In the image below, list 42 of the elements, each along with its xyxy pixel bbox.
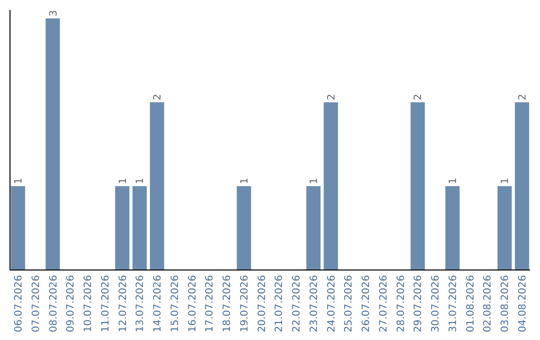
x-tick-label: 20.07.2026 [256, 275, 268, 332]
x-tick-label: 01.08.2026 [465, 275, 476, 332]
data-label: 2 [152, 94, 164, 100]
x-tick-label: 21.07.2026 [274, 275, 286, 332]
data-label: 1 [13, 178, 24, 184]
x-tick-label: 27.07.2026 [378, 275, 390, 332]
x-tick-label: 22.07.2026 [292, 275, 303, 332]
x-tick-label: 17.07.2026 [204, 275, 216, 332]
x-tick-label: 10.07.2026 [83, 275, 94, 332]
x-tick-label: 26.07.2026 [361, 275, 372, 332]
data-label: 1 [500, 178, 512, 184]
x-tick-label: 03.08.2026 [500, 275, 512, 332]
x-tick-label: 16.07.2026 [187, 275, 198, 332]
data-label: 1 [118, 178, 129, 184]
x-tick-label: 19.07.2026 [239, 275, 250, 332]
x-tick-label: 15.07.2026 [170, 275, 181, 332]
x-tick-label: 04.08.2026 [518, 275, 529, 332]
x-tick-label: 12.07.2026 [118, 275, 129, 332]
data-label: 2 [413, 94, 424, 100]
x-tick-label: 31.07.2026 [448, 275, 459, 332]
x-tick-label: 08.07.2026 [48, 275, 60, 332]
x-tick-label: 29.07.2026 [413, 275, 424, 332]
x-tick-label: 09.07.2026 [66, 275, 77, 332]
data-label: 1 [448, 178, 459, 184]
data-label: 1 [308, 178, 320, 184]
x-tick-label: 24.07.2026 [326, 275, 338, 332]
x-tick-label: 23.07.2026 [308, 275, 320, 332]
x-tick-label: 14.07.2026 [152, 275, 164, 332]
x-tick-label: 25.07.2026 [344, 275, 355, 332]
data-label: 2 [326, 94, 338, 100]
x-tick-label: 18.07.2026 [222, 275, 234, 332]
x-tick-label: 06.07.2026 [13, 275, 24, 332]
x-tick-label: 02.08.2026 [482, 275, 494, 332]
x-tick-label: 11.07.2026 [100, 275, 112, 332]
x-tick-label: 30.07.2026 [430, 275, 442, 332]
data-label: 1 [239, 178, 250, 184]
data-label: 1 [135, 178, 146, 184]
x-tick-label: 28.07.2026 [396, 275, 407, 332]
data-label: 3 [48, 10, 60, 16]
x-tick-label: 13.07.2026 [135, 275, 146, 332]
data-label: 2 [518, 94, 529, 100]
x-tick-label: 07.07.2026 [30, 275, 42, 332]
